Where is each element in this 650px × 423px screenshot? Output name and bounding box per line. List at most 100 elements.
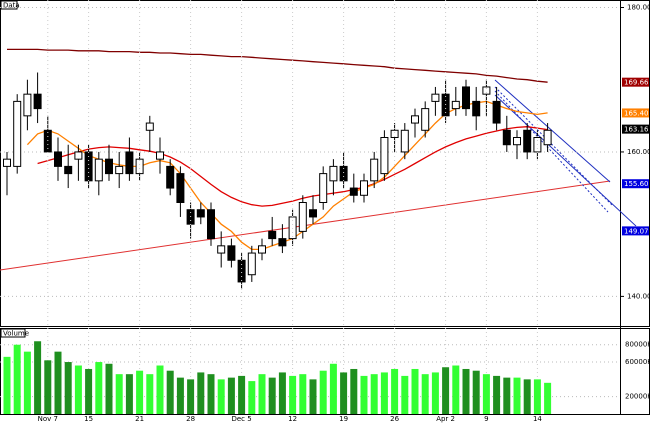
- volume-bar: [462, 368, 470, 414]
- volume-bar: [34, 341, 42, 414]
- volume-bar: [13, 344, 21, 414]
- volume-bar: [350, 368, 358, 414]
- price-label-box: [622, 77, 649, 87]
- volume-bar: [238, 375, 246, 414]
- candle-body: [247, 252, 256, 276]
- candle-body: [166, 165, 175, 189]
- candle-body: [451, 100, 460, 110]
- x-tick-label: 14: [533, 415, 542, 423]
- channel-line: [494, 79, 611, 183]
- x-tick-label: 21: [135, 415, 144, 423]
- volume-bar: [421, 374, 429, 414]
- volume-bar: [268, 377, 276, 414]
- volume-bar: [217, 379, 225, 414]
- panel-label: Data: [3, 2, 20, 10]
- candle-body: [105, 158, 113, 175]
- volume-bar: [482, 374, 490, 414]
- volume-bar: [54, 351, 62, 414]
- volume-bar: [64, 362, 72, 414]
- volume-bar: [248, 381, 256, 414]
- volume-bar: [207, 374, 215, 414]
- volume-bar: [370, 374, 378, 414]
- candle-body: [431, 93, 440, 102]
- x-tick-label: 15: [84, 415, 93, 423]
- panel-label-box: [0, 0, 18, 10]
- candle-body: [543, 129, 552, 146]
- volume-bar: [360, 375, 368, 414]
- candle-body: [207, 209, 215, 240]
- price-label: 149.07: [624, 227, 649, 235]
- channel-line: [494, 94, 637, 227]
- volume-bar: [442, 367, 450, 414]
- price-label: 169.66: [624, 79, 649, 87]
- volume-bar: [197, 372, 205, 414]
- panel-label: Volume: [3, 330, 29, 338]
- panel-label-box: [0, 328, 26, 338]
- volume-bar: [187, 379, 195, 414]
- volume-bar: [380, 372, 388, 414]
- candle-body: [513, 137, 521, 146]
- candle-body: [329, 165, 338, 182]
- candle-body: [3, 158, 11, 167]
- price-label-box: [622, 108, 649, 118]
- price-label-box: [622, 179, 649, 189]
- candle-body: [145, 122, 154, 131]
- volume-bar: [258, 374, 266, 414]
- candle-body: [390, 129, 399, 138]
- candle-body: [258, 245, 266, 254]
- price-label: 165.40: [624, 109, 649, 117]
- volume-bar: [401, 375, 409, 414]
- volume-bar: [289, 375, 297, 414]
- volume-bar: [23, 351, 31, 414]
- volume-bar: [503, 377, 511, 414]
- candle-body: [196, 209, 205, 218]
- candle-body: [298, 202, 307, 232]
- volume-bar: [136, 370, 144, 414]
- candle-body: [74, 151, 83, 160]
- price-label-box: [622, 124, 649, 134]
- moving-average: [7, 48, 548, 83]
- candle-body: [502, 129, 511, 146]
- candle-body: [156, 151, 164, 160]
- volume-bar: [146, 374, 154, 414]
- candle-body: [360, 180, 368, 196]
- candle-body: [268, 230, 277, 240]
- volume-bar: [340, 372, 348, 414]
- candle-body: [492, 100, 501, 124]
- candle-body: [380, 137, 389, 175]
- x-tick-label: 9: [484, 415, 488, 423]
- y-tick-label: 160.00: [627, 148, 650, 156]
- candle-body: [462, 86, 470, 110]
- y-tick-label: 60000K: [625, 358, 650, 366]
- y-tick-label: 140.00: [627, 292, 650, 300]
- candle-body: [23, 93, 32, 117]
- volume-bar: [513, 377, 521, 414]
- candle-body: [54, 151, 62, 167]
- candle-body: [33, 93, 42, 110]
- candle-body: [421, 108, 430, 131]
- volume-bar: [176, 377, 184, 414]
- volume-bar: [544, 382, 552, 414]
- x-tick-label: Nov 7: [38, 415, 58, 423]
- candle-body: [472, 100, 481, 117]
- x-tick-label: 26: [390, 415, 399, 423]
- price-label-box: [622, 226, 649, 236]
- y-tick-label: 180.00: [627, 4, 650, 12]
- candle-body: [319, 173, 328, 204]
- moving-average: [37, 126, 548, 207]
- volume-bar: [85, 368, 93, 414]
- candle-body: [227, 245, 236, 261]
- candle-body: [411, 115, 419, 124]
- volume-bar: [319, 370, 327, 414]
- volume-bar: [329, 363, 337, 414]
- volume-bar: [523, 379, 531, 414]
- volume-bar: [156, 365, 164, 414]
- candle-body: [64, 165, 73, 175]
- volume-bar: [278, 372, 286, 414]
- candle-body: [370, 158, 379, 182]
- volume-bar: [391, 368, 399, 414]
- volume-bar: [431, 372, 439, 414]
- candle-body: [176, 173, 185, 204]
- volume-bar: [3, 356, 11, 414]
- candle-body: [309, 209, 317, 218]
